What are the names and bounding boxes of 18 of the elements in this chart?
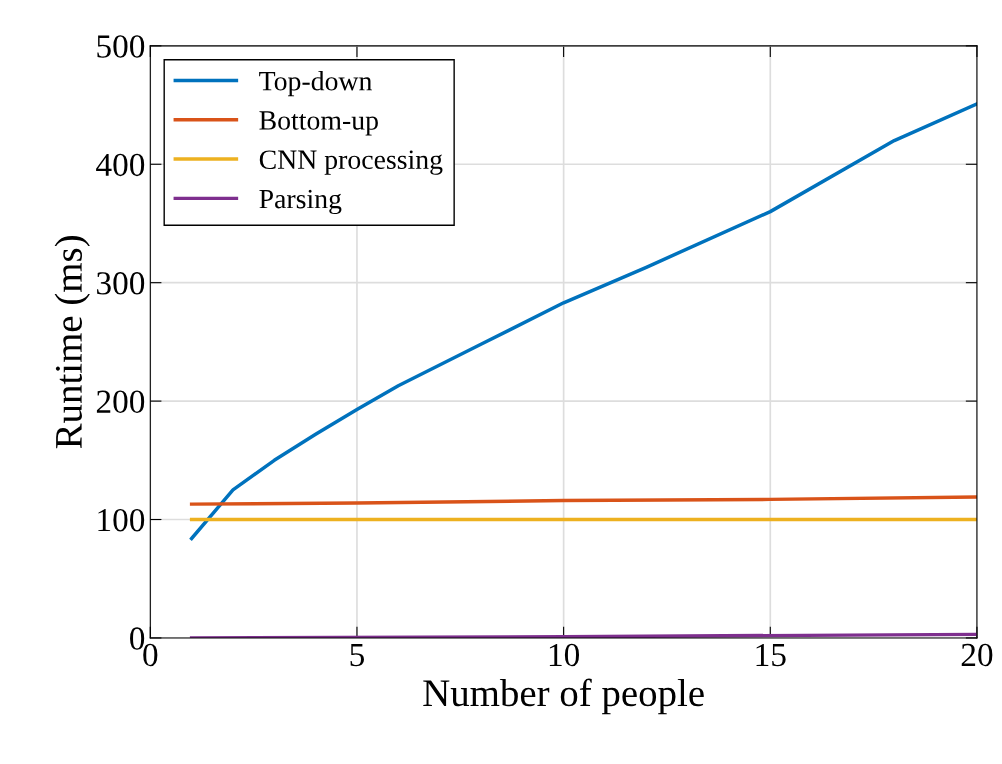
x-axis-title: Number of people (423, 678, 704, 715)
x-tick-label: 15 (756, 643, 786, 667)
y-tick-label: 500 (97, 35, 145, 58)
y-axis-title: Runtime (ms) (54, 236, 90, 449)
legend-label: CNN processing (259, 150, 443, 175)
y-tick-label: 400 (96, 153, 145, 177)
legend-label: Top-down (259, 71, 372, 97)
x-tick-label: 5 (350, 644, 364, 667)
line-series (189, 495, 977, 506)
y-tick-label: 0 (130, 627, 145, 650)
x-tick-label: 20 (961, 643, 993, 667)
y-tick-label: 200 (96, 390, 145, 413)
y-tick-label: 300 (97, 272, 145, 295)
line-series (189, 102, 977, 541)
legend-label: Bottom-up (259, 111, 378, 136)
x-tick-label: 10 (549, 643, 580, 667)
legend-label: Parsing (259, 189, 342, 215)
y-tick-label: 100 (98, 508, 145, 532)
